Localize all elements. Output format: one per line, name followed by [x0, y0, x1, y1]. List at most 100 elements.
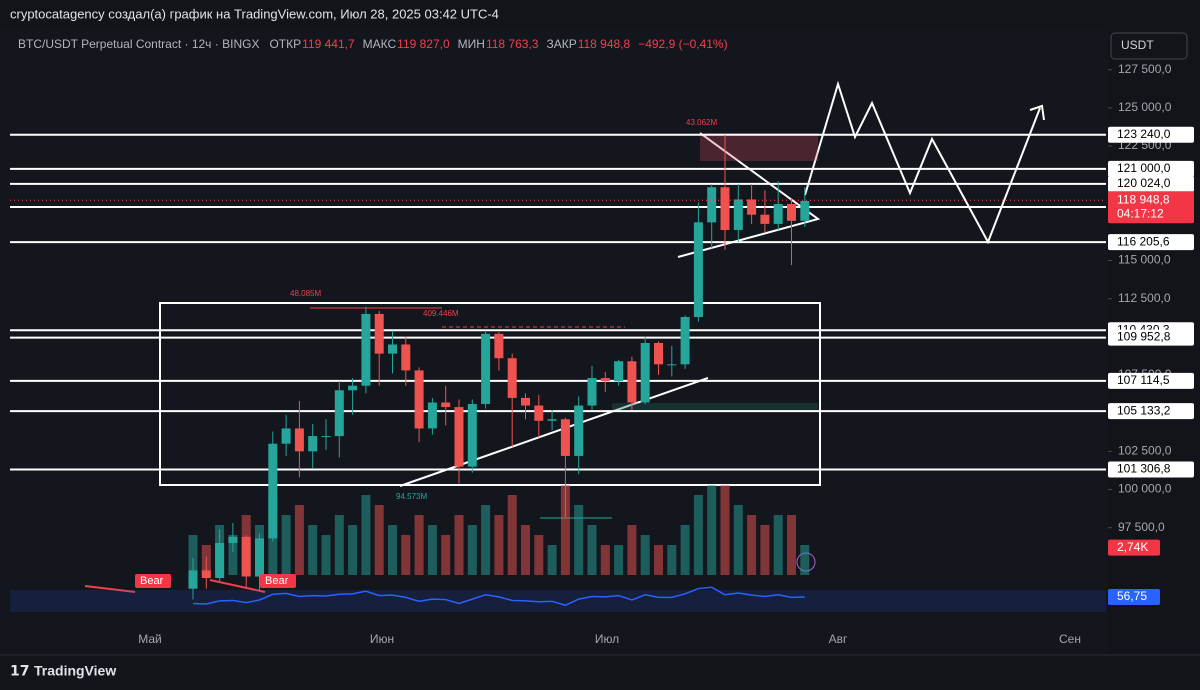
rsi-label: 56,75: [1117, 589, 1147, 603]
x-tick-label: Сен: [1059, 632, 1081, 646]
drawings: [159, 80, 1045, 487]
candle-body: [560, 419, 570, 456]
volume-bar: [401, 535, 411, 575]
volume-bar: [720, 485, 730, 575]
rsi-band: [10, 590, 1106, 612]
candle-body: [654, 342, 663, 365]
change: −492,9 (−0,41%): [638, 37, 727, 51]
candle-body: [188, 570, 198, 589]
bear-label: Bear: [265, 575, 289, 587]
ohlc-value: 119 827,0: [397, 37, 450, 51]
credit: cryptocatagency создал(а) график на Trad…: [10, 6, 499, 21]
volume-bar: [388, 525, 397, 575]
currency[interactable]: USDT: [1121, 38, 1154, 52]
candle-body: [494, 333, 504, 359]
level-label: 116 205,6: [1117, 234, 1170, 248]
projection-arrowhead: [1029, 104, 1045, 121]
ohlc-value: 118 948,8: [578, 37, 631, 51]
volume-bar: [787, 515, 796, 575]
candle-body: [720, 187, 730, 230]
volume-bar: [467, 525, 477, 575]
level-label: 105 133,2: [1117, 403, 1171, 417]
candle-body: [707, 187, 717, 223]
ohlc-name: МАКС: [363, 37, 397, 51]
candle-body: [441, 402, 451, 408]
level-label: 109 952,8: [1117, 330, 1171, 344]
currency-button[interactable]: [1110, 32, 1188, 60]
candle-body: [361, 313, 371, 386]
candle-body: [773, 204, 783, 224]
volume-bar: [587, 525, 597, 575]
ohlc-value: 118 763,3: [486, 37, 539, 51]
volume-bar: [640, 535, 650, 575]
rsi-line: [192, 586, 805, 607]
volume-bar: [707, 485, 717, 575]
candle-body: [414, 370, 424, 429]
candle-body: [334, 390, 344, 437]
supply-zone: [700, 133, 818, 161]
annotation: 43.062M: [686, 118, 717, 127]
candle-body: [374, 313, 384, 354]
level-label-bg: [1108, 234, 1194, 251]
volume-bar: [481, 505, 491, 575]
bear-label-bg: [135, 574, 171, 588]
candle-body: [255, 538, 264, 577]
volume-bar: [521, 525, 530, 575]
candle-body: [787, 204, 796, 221]
x-tick-label: Авг: [829, 632, 848, 646]
candle-body: [454, 407, 464, 467]
volume-bar: [281, 515, 291, 575]
candle-body: [680, 317, 690, 365]
symbol-line: BTC/USDT Perpetual Contract · 12ч · BING…: [18, 37, 259, 51]
candle-body: [614, 361, 624, 382]
ohlc-value: 119 441,7: [302, 37, 355, 51]
demand-zone: [612, 403, 818, 411]
volume-bar: [547, 545, 557, 575]
divergence-line: [209, 579, 266, 593]
volume-bar: [693, 495, 703, 575]
candle-body: [521, 397, 530, 406]
volume-bar: [361, 495, 371, 575]
trend-line: [399, 377, 709, 487]
level-label-bg: [1108, 329, 1194, 346]
level-label-bg: [1108, 175, 1194, 192]
volume-bar: [427, 525, 437, 575]
x-tick-label: Июл: [595, 632, 619, 646]
rsi-label-bg: [1108, 589, 1160, 606]
volume-bar: [534, 535, 544, 575]
volume-bar: [454, 515, 464, 575]
candle-body: [507, 358, 517, 398]
range-box: [159, 302, 821, 486]
candle-body: [733, 199, 743, 230]
candle-body: [427, 402, 437, 429]
volume-bar: [334, 515, 344, 575]
candle-body: [308, 436, 318, 452]
volume-bar: [308, 525, 318, 575]
candle-body: [348, 385, 358, 391]
level-label: 121 000,0: [1117, 161, 1171, 175]
projection: [804, 80, 1041, 245]
volume-bar: [733, 505, 743, 575]
volume-bar: [560, 485, 570, 575]
volume-bar: [600, 545, 610, 575]
y-tick-label: 102 500,0: [1118, 444, 1172, 458]
candle-body: [547, 419, 557, 421]
level-label-bg: [1108, 160, 1194, 177]
volume-bar: [680, 525, 690, 575]
volume-bar: [321, 535, 331, 575]
volume-bar: [667, 545, 677, 575]
volume-bar: [574, 505, 584, 575]
candle-body: [294, 428, 304, 452]
volume-bar: [614, 545, 624, 575]
volume-label-bg: [1108, 539, 1160, 556]
y-tick-label: 125 000,0: [1118, 100, 1172, 114]
volume-bar: [228, 535, 238, 575]
candle-body: [600, 378, 610, 382]
volume-bar: [760, 525, 770, 575]
volume-bar: [627, 525, 637, 575]
candle-body: [481, 333, 491, 405]
level-label-bg: [1108, 126, 1194, 143]
ohlc-name: ОТКР: [269, 37, 301, 51]
candle-body: [800, 200, 810, 221]
